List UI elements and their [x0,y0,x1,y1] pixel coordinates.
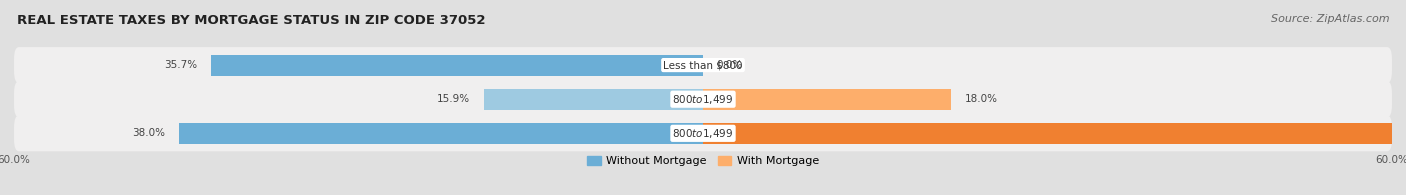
FancyBboxPatch shape [14,47,1392,83]
Text: 18.0%: 18.0% [965,94,998,104]
FancyBboxPatch shape [14,115,1392,151]
Bar [703,123,1406,144]
Text: 38.0%: 38.0% [132,128,166,138]
Text: REAL ESTATE TAXES BY MORTGAGE STATUS IN ZIP CODE 37052: REAL ESTATE TAXES BY MORTGAGE STATUS IN … [17,14,485,27]
FancyBboxPatch shape [14,81,1392,117]
Bar [703,89,950,110]
Text: 0.0%: 0.0% [717,60,742,70]
Bar [180,123,703,144]
Text: $800 to $1,499: $800 to $1,499 [672,93,734,106]
Bar [484,89,703,110]
Text: 15.9%: 15.9% [437,94,470,104]
Text: $800 to $1,499: $800 to $1,499 [672,127,734,140]
Text: 35.7%: 35.7% [165,60,197,70]
Text: Less than $800: Less than $800 [664,60,742,70]
Bar [211,54,703,76]
Text: Source: ZipAtlas.com: Source: ZipAtlas.com [1271,14,1389,24]
Legend: Without Mortgage, With Mortgage: Without Mortgage, With Mortgage [588,156,818,166]
